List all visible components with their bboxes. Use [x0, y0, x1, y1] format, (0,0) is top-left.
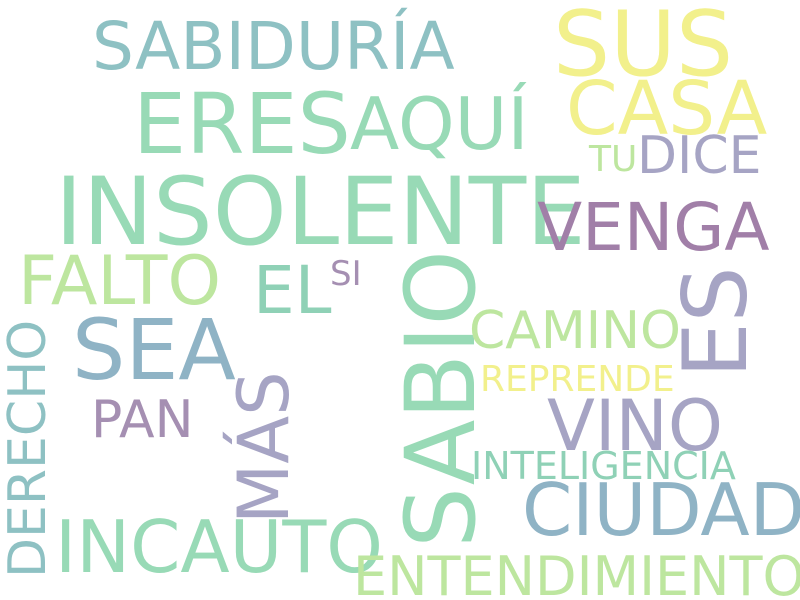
word-pan: PAN: [91, 390, 194, 450]
word-insolente: INSOLENTE: [55, 158, 586, 267]
word-es: ES: [664, 266, 767, 378]
word-sabio: SABIO: [385, 249, 497, 548]
word-inteligencia: INTELIGENCIA: [471, 444, 736, 488]
word-derecho: DERECHO: [0, 319, 58, 578]
word-eres: ERES: [133, 75, 351, 173]
word-venga: VENGA: [537, 189, 770, 266]
word-tu: TU: [589, 139, 638, 180]
word-entendimiento: ENTENDIMIENTO: [353, 545, 800, 600]
word-dice: DICE: [637, 126, 762, 186]
word-ciudad: CIUDAD: [522, 468, 800, 552]
word-sabiduria: SABIDURÍA: [92, 8, 455, 85]
word-aqui: AQUÍ: [350, 82, 529, 166]
word-incauto: INCAUTO: [55, 505, 383, 589]
word-el: EL: [253, 252, 332, 329]
word-falto: FALTO: [18, 242, 221, 321]
word-reprende: REPRENDE: [480, 359, 675, 400]
word-sea: SEA: [72, 301, 236, 399]
word-vino: VINO: [547, 385, 723, 467]
word-casa: CASA: [566, 66, 768, 152]
word-mas: MÁS: [223, 371, 305, 524]
word-si: SI: [330, 254, 362, 294]
word-sus: SUS: [553, 0, 734, 97]
word-camino: CAMINO: [469, 301, 681, 361]
